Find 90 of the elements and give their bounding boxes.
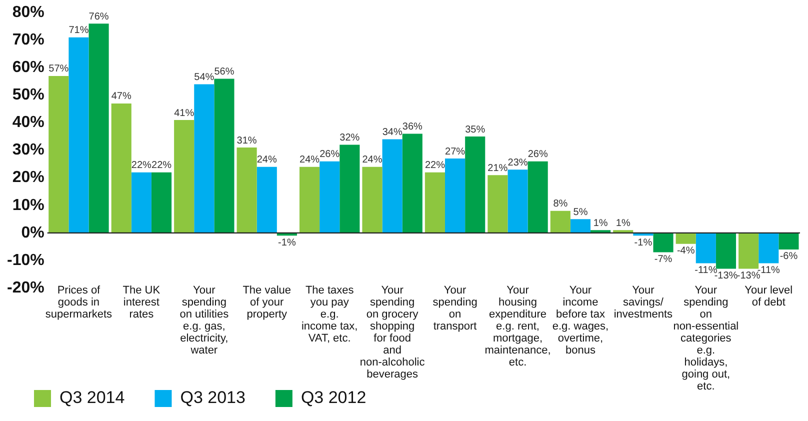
bar: [696, 232, 716, 264]
bar: [653, 232, 674, 252]
x-tick-label: Your income before tax e.g. wages, overtime, bonus: [552, 284, 609, 356]
data-label: 26%: [528, 149, 548, 160]
bar: [382, 139, 402, 233]
data-label: 56%: [214, 66, 234, 78]
x-tick-label: Prices of goods in supermarkets: [45, 284, 113, 320]
data-label: -1%: [634, 237, 652, 248]
y-tick-label: -10%: [6, 252, 44, 269]
bar: [488, 175, 508, 233]
bar: [236, 148, 257, 233]
data-label: 54%: [194, 72, 214, 83]
bar: [424, 172, 445, 233]
data-label: 71%: [68, 25, 89, 36]
data-label: 24%: [362, 154, 382, 166]
data-label: 24%: [300, 154, 320, 166]
y-tick-label: 50%: [12, 86, 44, 104]
legend-label: Q3 2013: [180, 388, 246, 408]
data-label: -7%: [654, 254, 672, 265]
bar: [48, 76, 69, 233]
bar: [402, 134, 422, 233]
bar: [256, 166, 277, 233]
bar: [174, 120, 194, 233]
bar: [214, 78, 234, 233]
y-tick-label: 10%: [12, 196, 44, 214]
data-label: 22%: [131, 160, 152, 172]
bar: [570, 219, 591, 233]
y-tick-label: 80%: [12, 4, 44, 22]
y-tick-label: 20%: [12, 169, 44, 186]
data-label: 24%: [256, 154, 277, 166]
y-tick-label: 60%: [12, 59, 44, 76]
y-tick-label: 0%: [21, 224, 44, 242]
bar: [676, 232, 696, 244]
data-label: 76%: [88, 11, 109, 22]
data-label: -13%: [736, 270, 760, 282]
legend-label: Q3 2012: [300, 388, 366, 408]
bar: [778, 232, 799, 250]
bar: [131, 172, 152, 233]
data-label: 31%: [236, 135, 257, 146]
bar: [550, 210, 570, 233]
x-tick-label: The value of your property: [242, 284, 292, 320]
y-tick-label: 30%: [12, 142, 44, 159]
y-tick-label: 70%: [12, 32, 44, 49]
x-tick-label: Your spending on utilities e.g. gas, electricity, water: [180, 284, 230, 356]
data-label: 26%: [320, 149, 340, 160]
data-label: 35%: [465, 124, 486, 136]
bar: [151, 172, 172, 233]
data-label: 1%: [593, 218, 608, 229]
data-label: 32%: [340, 132, 360, 144]
bar: [194, 84, 214, 233]
data-label: 47%: [111, 91, 132, 102]
data-label: -6%: [780, 251, 798, 262]
y-tick-label: -20%: [6, 279, 44, 296]
bar: [340, 144, 360, 233]
bar: [508, 170, 528, 233]
data-label: 22%: [151, 160, 172, 172]
data-label: -4%: [676, 246, 695, 257]
bar: [716, 232, 736, 269]
bar: [738, 232, 759, 269]
bar: [68, 37, 89, 233]
x-tick-label: The taxes you pay e.g. income tax, VAT, etc.: [301, 284, 358, 344]
data-label: 36%: [402, 122, 422, 133]
bar: [528, 161, 548, 233]
bar: [362, 166, 382, 233]
data-label: 27%: [445, 146, 466, 158]
data-label: 57%: [48, 64, 69, 75]
x-tick-label: Your level of debt: [744, 284, 793, 308]
data-label: -1%: [278, 237, 296, 248]
y-tick-label: 40%: [12, 114, 44, 132]
data-label: 41%: [174, 108, 194, 119]
bar: [465, 136, 486, 233]
bar: [88, 24, 109, 233]
legend-label: Q3 2014: [60, 388, 125, 408]
bar: [111, 103, 132, 233]
bar: [445, 158, 466, 233]
x-tick-label: The UK interest rates: [122, 284, 161, 320]
data-label: 23%: [508, 157, 528, 168]
bar: [299, 166, 320, 233]
x-tick-label: Your spending on transport: [432, 284, 478, 332]
bar: [758, 232, 779, 264]
bar: [320, 161, 340, 233]
data-label: 1%: [616, 218, 630, 229]
category-label: Your spending on non-essential categories e.g. holidays, going out, etc.: [673, 284, 739, 392]
data-label: 5%: [573, 206, 588, 218]
x-tick-label: Your housing expenditure e.g. rent, mortgage, maintenance, etc.: [484, 284, 551, 368]
data-label: 34%: [382, 127, 402, 138]
data-label: 8%: [553, 198, 568, 210]
data-label: 22%: [424, 160, 446, 172]
data-label: 21%: [488, 162, 508, 174]
x-tick-label: Your spending on grocery shopping for food and non-alcoholic beverages: [360, 284, 426, 380]
